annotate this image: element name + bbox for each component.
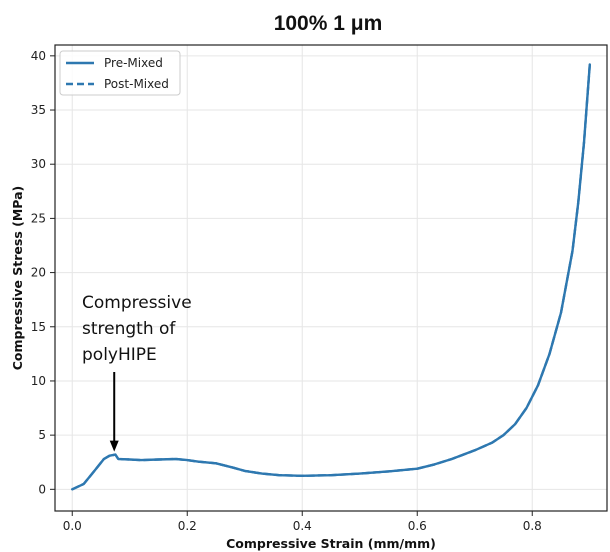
- y-tick-label: 20: [31, 266, 46, 280]
- annotation-line-1: Compressive: [82, 293, 192, 313]
- annotation: Compressive strength of polyHIPE: [82, 293, 192, 452]
- y-axis-label: Compressive Stress (MPa): [10, 186, 25, 371]
- y-tick-label: 35: [31, 103, 46, 117]
- legend-label-pre-mixed: Pre-Mixed: [104, 56, 163, 70]
- series-line-post-mixed: [71, 63, 591, 491]
- annotation-line-3: polyHIPE: [82, 345, 157, 365]
- y-tick-label: 25: [31, 211, 46, 225]
- x-tick-label: 0.8: [523, 519, 542, 533]
- x-tick-label: 0.2: [178, 519, 197, 533]
- chart-title: 100% 1 μm: [274, 12, 383, 35]
- plot-frame: [54, 44, 608, 512]
- x-tick-label: 0.0: [63, 519, 82, 533]
- y-tick-label: 40: [31, 49, 46, 63]
- y-tick-label: 0: [38, 482, 46, 496]
- x-axis-label: Compressive Strain (mm/mm): [226, 536, 436, 551]
- annotation-arrow-head: [109, 440, 119, 452]
- x-tick-label: 0.6: [408, 519, 427, 533]
- y-tick-label: 5: [38, 428, 46, 442]
- ticks-layer: 0.0 0.2 0.4 0.6 0.8 0 5 10 15 20 25 30 35 40: [31, 49, 542, 533]
- legend: Pre-Mixed Post-Mixed: [59, 50, 181, 96]
- y-tick-label: 15: [31, 320, 46, 334]
- y-tick-label: 30: [31, 157, 46, 171]
- y-tick-label: 10: [31, 374, 46, 388]
- x-tick-label: 0.4: [293, 519, 312, 533]
- series-layer: [71, 63, 591, 491]
- grid-layer: [55, 45, 607, 511]
- legend-label-post-mixed: Post-Mixed: [104, 77, 169, 91]
- annotation-line-2: strength of: [82, 319, 176, 339]
